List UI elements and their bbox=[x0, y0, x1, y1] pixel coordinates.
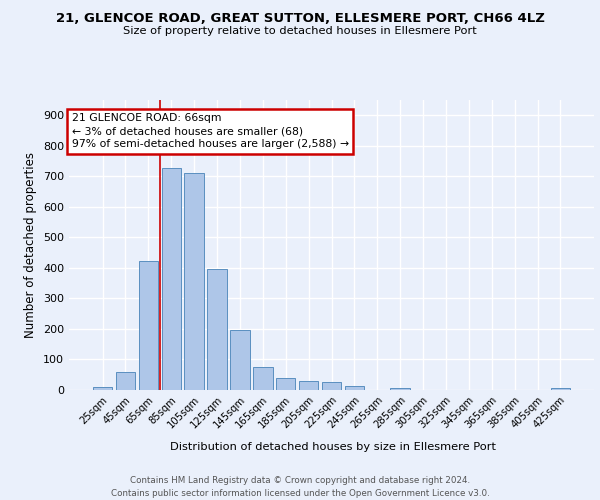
Bar bbox=[344, 386, 364, 390]
Bar bbox=[391, 388, 410, 390]
Text: 21, GLENCOE ROAD, GREAT SUTTON, ELLESMERE PORT, CH66 4LZ: 21, GLENCOE ROAD, GREAT SUTTON, ELLESMER… bbox=[56, 12, 544, 26]
Bar bbox=[551, 388, 570, 390]
Bar bbox=[230, 330, 250, 390]
Text: Size of property relative to detached houses in Ellesmere Port: Size of property relative to detached ho… bbox=[123, 26, 477, 36]
Bar bbox=[184, 173, 204, 390]
Bar bbox=[299, 381, 319, 390]
Text: Contains HM Land Registry data © Crown copyright and database right 2024.
Contai: Contains HM Land Registry data © Crown c… bbox=[110, 476, 490, 498]
Bar bbox=[116, 372, 135, 390]
Bar bbox=[139, 261, 158, 390]
Bar bbox=[93, 387, 112, 390]
Y-axis label: Number of detached properties: Number of detached properties bbox=[25, 152, 37, 338]
Bar bbox=[253, 367, 272, 390]
Text: Distribution of detached houses by size in Ellesmere Port: Distribution of detached houses by size … bbox=[170, 442, 496, 452]
Text: 21 GLENCOE ROAD: 66sqm
← 3% of detached houses are smaller (68)
97% of semi-deta: 21 GLENCOE ROAD: 66sqm ← 3% of detached … bbox=[71, 113, 349, 150]
Bar bbox=[276, 378, 295, 390]
Bar bbox=[161, 168, 181, 390]
Bar bbox=[208, 269, 227, 390]
Bar bbox=[322, 382, 341, 390]
